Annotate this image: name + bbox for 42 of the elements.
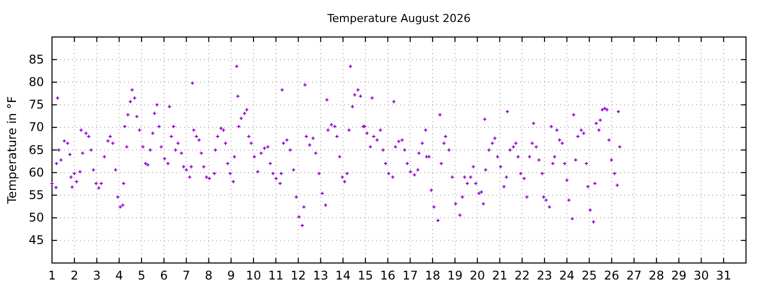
x-tick-label: 29 xyxy=(671,268,686,283)
y-tick-label: 45 xyxy=(28,233,44,248)
x-tick-label: 25 xyxy=(582,268,597,283)
x-tick-label: 31 xyxy=(716,268,732,283)
y-tick-label: 85 xyxy=(28,52,44,66)
x-tick-label: 9 xyxy=(227,268,235,283)
x-tick-label: 20 xyxy=(470,268,485,283)
x-tick-label: 28 xyxy=(648,268,664,283)
x-tick-label: 19 xyxy=(447,268,463,283)
x-tick-label: 7 xyxy=(182,268,190,283)
x-tick-label: 10 xyxy=(246,268,262,283)
x-tick-label: 23 xyxy=(536,268,552,283)
x-tick-label: 13 xyxy=(313,268,328,283)
y-tick-label: 70 xyxy=(28,120,44,134)
chart-title: Temperature August 2026 xyxy=(326,12,471,25)
x-tick-label: 21 xyxy=(492,268,508,283)
x-tick-label: 26 xyxy=(604,268,620,283)
x-tick-label: 11 xyxy=(268,268,284,283)
x-tick-label: 2 xyxy=(70,268,78,283)
x-tick-label: 5 xyxy=(138,268,146,283)
x-tick-label: 3 xyxy=(92,268,101,283)
x-tick-label: 8 xyxy=(204,268,213,283)
y-tick-label: 55 xyxy=(28,188,44,202)
x-tick-label: 18 xyxy=(424,268,440,283)
y-tick-label: 80 xyxy=(28,75,44,90)
x-tick-label: 1 xyxy=(48,268,56,283)
x-tick-label: 4 xyxy=(115,268,123,283)
x-tick-label: 27 xyxy=(626,268,642,283)
x-tick-label: 30 xyxy=(694,268,709,283)
y-tick-label: 65 xyxy=(28,142,44,157)
x-tick-label: 24 xyxy=(559,268,575,283)
x-tick-label: 15 xyxy=(358,268,374,283)
x-tick-label: 16 xyxy=(380,268,396,283)
y-tick-label: 50 xyxy=(28,210,44,225)
x-tick-label: 6 xyxy=(160,268,168,283)
x-tick-label: 17 xyxy=(402,268,418,283)
y-axis-title: Temperature in °F xyxy=(5,96,19,205)
y-tick-label: 60 xyxy=(28,165,44,180)
x-tick-label: 22 xyxy=(514,268,530,283)
y-tick-label: 75 xyxy=(28,98,44,112)
x-tick-label: 14 xyxy=(335,268,351,283)
x-tick-label: 12 xyxy=(290,268,306,283)
